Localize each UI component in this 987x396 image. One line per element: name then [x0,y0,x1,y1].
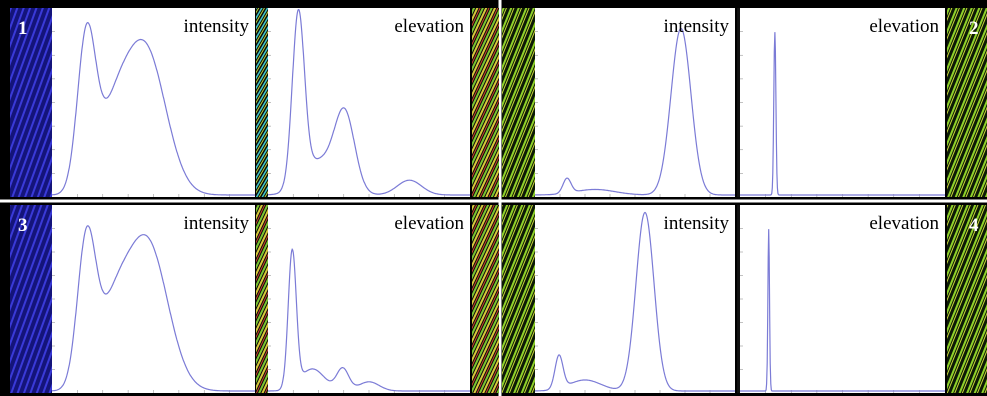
figure: intensity elevation 1 intensity elevation 2 in… [0,0,987,396]
panel-number: 1 [18,18,28,39]
point-cloud-strip [502,205,535,393]
point-cloud-strip [472,8,499,197]
panel-number: 2 [969,18,979,39]
point-cloud-strip [472,205,499,393]
panel-number: 3 [18,215,28,236]
panel-number: 4 [969,215,979,236]
point-cloud-strip [256,8,268,197]
point-cloud-strip [737,205,740,393]
plot-label: intensity [664,213,730,234]
plot-label: intensity [184,213,250,234]
plot-label: intensity [184,16,250,37]
plot-label: elevation [394,16,464,37]
point-cloud-strip [502,8,535,197]
plot-label: elevation [869,213,939,234]
point-cloud-strip [10,205,52,393]
plot-label: intensity [664,16,730,37]
point-cloud-strip [10,8,52,197]
point-cloud-strip [256,205,268,393]
point-cloud-strip [737,8,740,197]
point-cloud-strip [947,205,987,393]
plot-label: elevation [869,16,939,37]
point-cloud-strip [947,8,987,197]
plot-label: elevation [394,213,464,234]
